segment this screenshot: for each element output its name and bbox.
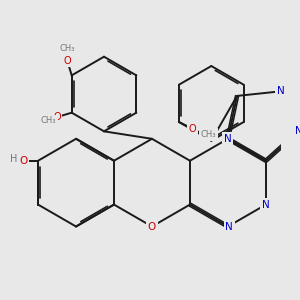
Text: O: O xyxy=(53,112,61,122)
Text: CH₃: CH₃ xyxy=(200,130,216,139)
Text: N: N xyxy=(224,134,232,144)
Text: N: N xyxy=(277,86,284,96)
Text: N: N xyxy=(262,200,270,210)
Text: N: N xyxy=(226,221,233,232)
Text: O: O xyxy=(189,124,196,134)
Text: O: O xyxy=(148,221,156,232)
Text: CH₃: CH₃ xyxy=(40,116,56,125)
Text: CH₃: CH₃ xyxy=(59,44,75,53)
Text: O: O xyxy=(20,156,28,166)
Text: N: N xyxy=(295,126,300,136)
Text: H: H xyxy=(10,154,17,164)
Text: O: O xyxy=(64,56,71,66)
